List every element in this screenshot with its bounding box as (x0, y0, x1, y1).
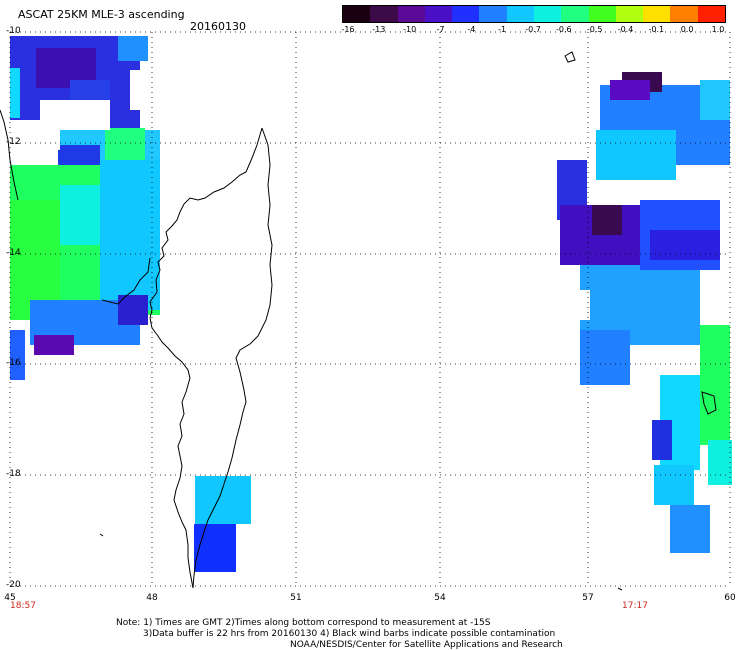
wind-cell (118, 36, 148, 61)
lon-label-57: 57 (582, 593, 594, 603)
colorbar-segment (533, 6, 562, 22)
colorbar-tick-labels: -16 -13 -10 -7 -4 -1 -0.7 -0.6 -0.5 -0.4 -0.1 0.0 1.… (341, 25, 725, 37)
map-plot (0, 31, 732, 591)
no-data-gap (130, 70, 150, 110)
wind-cell (596, 130, 676, 180)
wind-cell (10, 68, 20, 118)
colorbar-segment (588, 6, 616, 22)
wind-cell (195, 476, 251, 524)
colorbar-tick-label: 1.0 (711, 25, 725, 34)
colorbar-tick-label: -1 (498, 25, 507, 34)
wind-cell (650, 230, 720, 260)
lat-label-12: -12 (6, 137, 21, 147)
wind-swath-data (10, 36, 732, 572)
colorbar-tick-label: -0.7 (525, 25, 541, 34)
colorbar-segment (452, 6, 480, 22)
colorbar-segment (615, 6, 644, 22)
wind-cell (670, 505, 710, 553)
lon-label-45: 45 (4, 593, 16, 603)
wind-cell (194, 524, 236, 572)
lat-label-14: -14 (6, 248, 21, 258)
lat-lon-grid (9, 31, 731, 587)
product-title: ASCAT 25KM MLE-3 ascending (18, 8, 185, 21)
lon-label-51: 51 (290, 593, 302, 603)
wind-cell (610, 80, 650, 100)
note-line-3: NOAA/NESDIS/Center for Satellite Applica… (290, 640, 563, 650)
no-data-gap (10, 120, 60, 150)
wind-cell (10, 330, 25, 380)
lon-label-54: 54 (434, 593, 446, 603)
note-line-2: 3)Data buffer is 22 hrs from 20160130 4)… (143, 629, 556, 639)
wind-cell (34, 335, 74, 355)
colorbar-segment (697, 6, 725, 22)
lat-label-18: -18 (6, 469, 21, 479)
lat-label-16: -16 (6, 358, 21, 368)
colorbar-tick-label: -16 (341, 25, 355, 34)
colorbar (342, 5, 726, 23)
wind-cell (708, 440, 732, 485)
no-data-gap (596, 190, 621, 205)
colorbar-segment (424, 6, 453, 22)
coastline-islands (99, 51, 623, 591)
colorbar-tick-label: -4 (467, 25, 476, 34)
wind-cell (700, 325, 730, 445)
wind-cell (700, 80, 730, 120)
colorbar-segment (506, 6, 534, 22)
colorbar-tick-label: -0.1 (648, 25, 665, 34)
wind-cell (100, 160, 160, 310)
lon-label-60: 60 (724, 593, 736, 603)
lon-label-48: 48 (146, 593, 158, 603)
colorbar-tick-label: -13 (372, 25, 386, 34)
colorbar-tick-label: -0.5 (586, 25, 603, 34)
wind-cell (654, 465, 694, 505)
wind-cell (652, 420, 672, 460)
lat-label-20: -20 (6, 580, 21, 590)
colorbar-segment (370, 6, 398, 22)
colorbar-segment (670, 6, 698, 22)
colorbar-tick-label: -0.6 (556, 25, 572, 34)
colorbar-tick-label: -10 (403, 25, 417, 34)
wind-cell (580, 330, 630, 385)
coastline-madagascar (0, 109, 717, 589)
colorbar-tick-label: -0.4 (617, 25, 634, 34)
colorbar-tick-label: 0.0 (680, 25, 694, 34)
note-line-1: Note: 1) Times are GMT 2)Times along bot… (116, 618, 491, 628)
pass-time-left: 18:57 (10, 601, 36, 611)
colorbar-segment (643, 6, 671, 22)
colorbar-segment (343, 6, 371, 22)
lat-label-10: -10 (6, 26, 21, 36)
pass-time-right: 17:17 (622, 601, 648, 611)
colorbar-tick-label: -7 (436, 25, 445, 34)
colorbar-segment (397, 6, 425, 22)
colorbar-segment (561, 6, 589, 22)
wind-cell (118, 295, 148, 325)
wind-cell (592, 205, 622, 235)
colorbar-segment (479, 6, 507, 22)
no-data-gap (570, 290, 590, 320)
product-date: 20160130 (190, 20, 246, 33)
